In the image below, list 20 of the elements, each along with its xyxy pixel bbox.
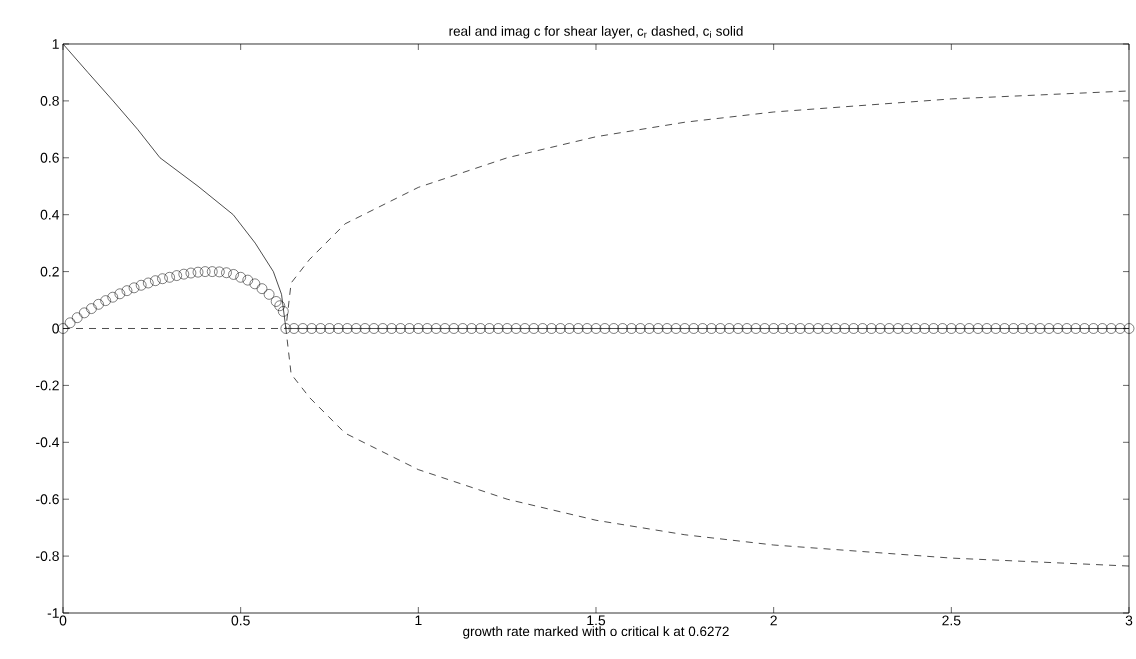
y-tick-label: 0.4 xyxy=(40,209,60,220)
y-tick-label: 1 xyxy=(52,39,59,49)
chart-title: real and imag c for shear layer, c$_{r}$ dashed, c$_{i}$ solid xyxy=(449,25,743,39)
x-tick-label: 1 xyxy=(415,615,422,626)
x-tick-label: 1.5 xyxy=(587,615,606,626)
y-tick-label: 0.2 xyxy=(40,266,59,277)
y-tick-label: 0 xyxy=(52,323,59,334)
x-tick-label: 0.5 xyxy=(231,615,250,626)
y-tick-label: 0.6 xyxy=(40,152,59,163)
x-tick-label: 2 xyxy=(770,615,777,626)
y-tick-label: -0.2 xyxy=(36,380,59,391)
y-tick-label: -0.8 xyxy=(36,551,59,562)
x-axis-title: growth rate marked with o critical k at 0.6272 xyxy=(463,626,729,639)
y-tick-label: -0.6 xyxy=(36,494,59,505)
x-tick-label: 2.5 xyxy=(942,615,961,626)
y-tick-label: 0.8 xyxy=(40,95,59,106)
x-tick-label: 3 xyxy=(1125,615,1133,626)
y-tick-label: -1 xyxy=(47,608,59,618)
y-tick-label: -0.4 xyxy=(36,437,60,448)
x-tick-label: 0 xyxy=(59,615,67,626)
